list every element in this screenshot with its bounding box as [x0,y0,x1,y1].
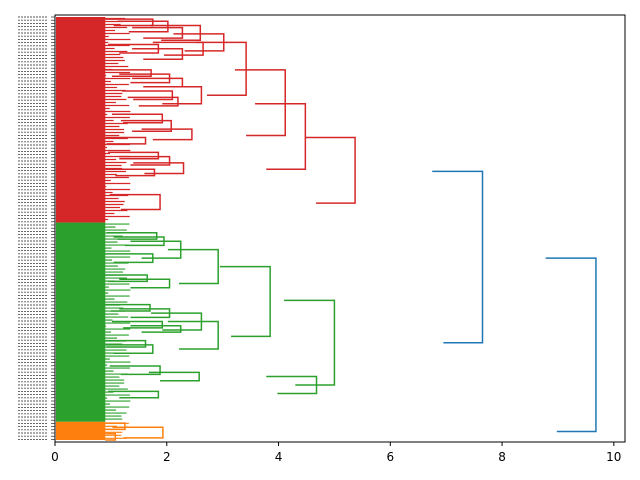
link-red [132,47,184,61]
link-green [219,265,271,338]
link-red [122,90,174,101]
x-tick-label: 2 [163,450,171,464]
link-red [112,113,164,124]
link-red [151,86,203,105]
link-red [132,26,184,39]
link-green [148,371,200,382]
link-blue [432,170,484,344]
leaf-band-red [56,17,106,223]
leaf-band-green [56,222,106,422]
link-orange [105,422,126,431]
link-green [119,278,171,289]
link-red [255,102,307,171]
link-green [130,325,182,333]
link-red [150,24,202,42]
x-tick-label: 8 [498,450,506,464]
dendrogram-links [105,18,597,441]
link-red [119,155,171,166]
link-red [234,69,286,137]
link-green [105,274,148,283]
link-red [141,128,193,141]
link-red [127,96,179,107]
link-green [108,390,160,399]
link-green [106,231,158,240]
x-tick-label: 6 [386,450,394,464]
link-green [112,320,164,329]
x-tick-label: 0 [51,450,59,464]
link-red [120,119,172,132]
link-red [117,20,169,33]
link-red [109,193,161,211]
link-green [167,248,219,285]
link-green [105,339,147,348]
x-tick-label: 10 [606,450,621,464]
leaf-labels [18,16,55,440]
leaf-band-orange [56,421,106,440]
link-red [195,41,247,97]
link-orange [112,426,164,439]
x-tick-label: 4 [275,450,283,464]
link-green [284,299,336,386]
link-red [108,151,160,160]
link-orange [105,432,117,441]
link-red [152,41,204,56]
link-green [109,365,161,376]
link-red [105,168,156,177]
link-red [133,162,185,175]
x-axis: 0 2 4 6 8 10 [51,442,621,464]
link-green [105,303,151,312]
link-blue [545,257,597,433]
link-red [105,18,154,27]
leaf-bands [56,17,131,440]
link-red [304,136,356,204]
plot-frame [54,14,626,443]
link-red [105,136,147,145]
link-red [105,69,152,77]
link-green [167,320,219,350]
link-green [105,344,154,355]
